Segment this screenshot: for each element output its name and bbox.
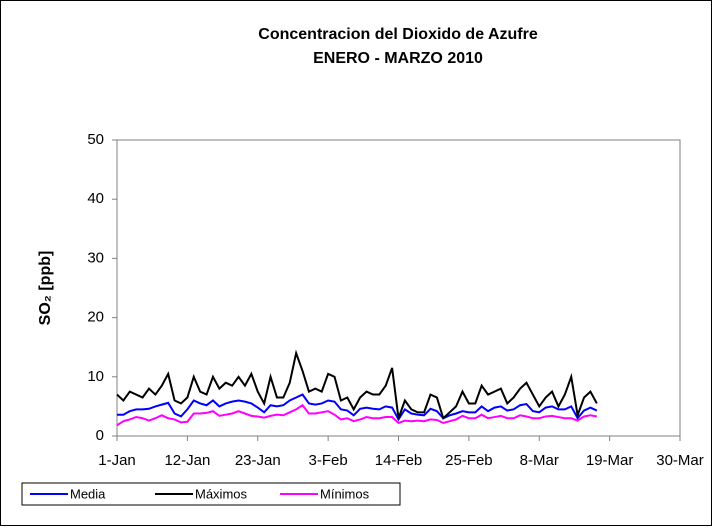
x-tick-label: 23-Jan (235, 452, 281, 469)
x-tick-label: 14-Feb (375, 452, 423, 469)
x-tick-label: 1-Jan (98, 452, 136, 469)
legend-label: Media (70, 486, 106, 501)
legend-box (21, 482, 401, 506)
y-tick-label: 10 (87, 368, 104, 385)
x-tick-label: 8-Mar (520, 452, 559, 469)
y-axis-label: SO₂ [ppb] (37, 251, 54, 326)
line-series (116, 403, 598, 427)
x-tick-label: 30-Mar (656, 452, 704, 469)
y-tick-label: 40 (87, 190, 104, 207)
chart-subtitle: ENERO - MARZO 2010 (313, 50, 483, 67)
line-series (116, 349, 598, 421)
legend-label: Mínimos (320, 486, 370, 501)
y-tick-label: 30 (87, 249, 104, 266)
y-tick-label: 20 (87, 309, 104, 326)
y-tick-label: 50 (87, 131, 104, 148)
x-tick-label: 25-Feb (445, 452, 493, 469)
x-tick-label: 3-Feb (309, 452, 348, 469)
chart-title: Concentracion del Dioxido de Azufre (258, 26, 538, 43)
x-tick-label: 12-Jan (164, 452, 210, 469)
x-tick-label: 19-Mar (586, 452, 634, 469)
legend-label: Máximos (195, 486, 248, 501)
line-series (117, 393, 598, 422)
y-tick-label: 0 (96, 427, 104, 444)
